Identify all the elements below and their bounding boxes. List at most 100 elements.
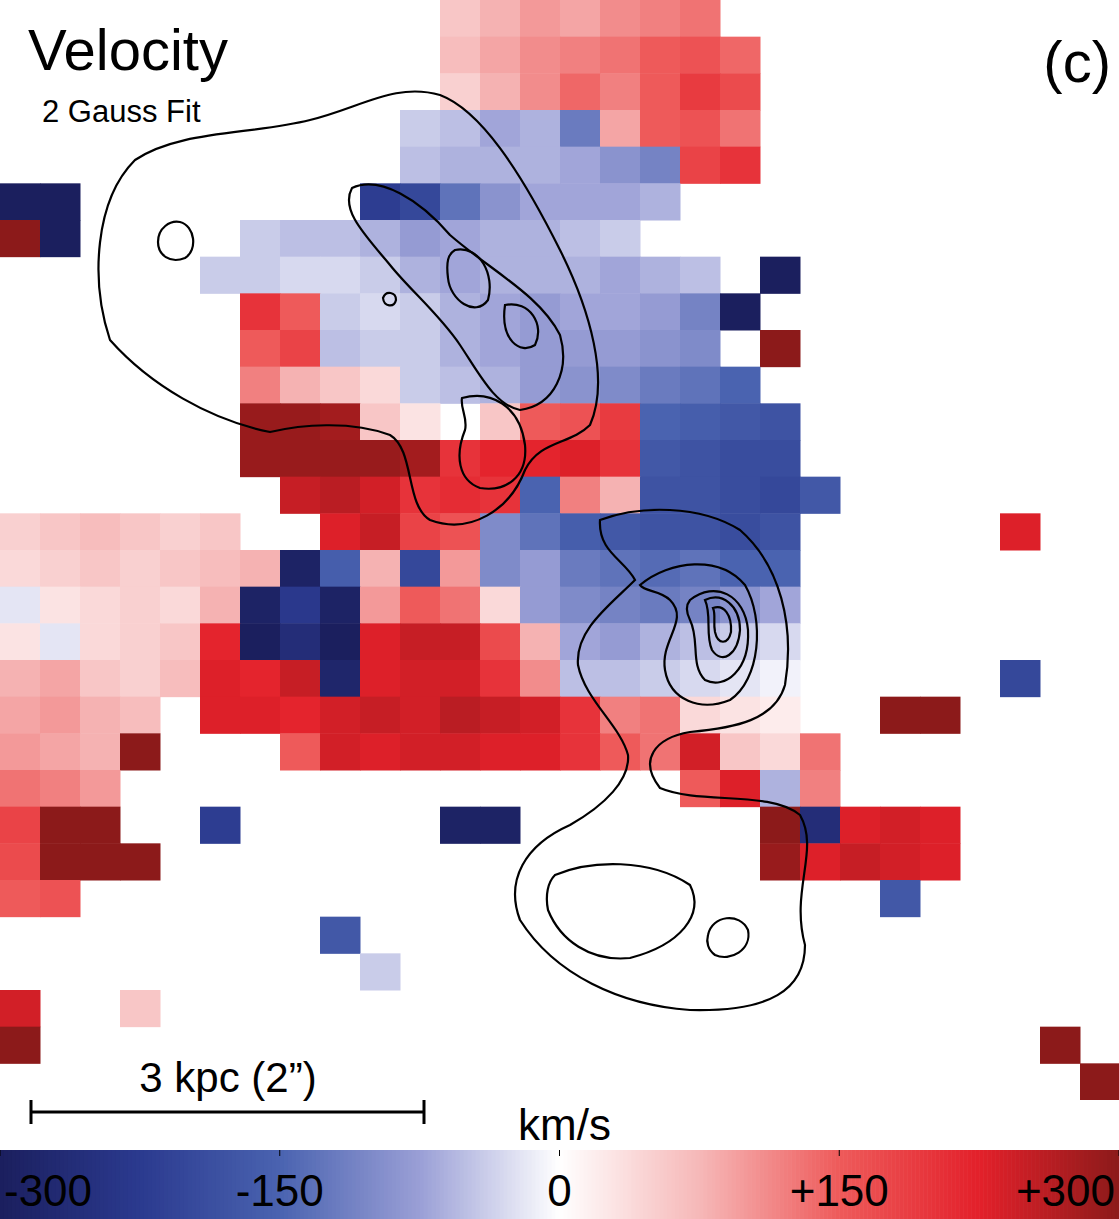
velocity-cell — [320, 257, 361, 294]
colorbar-swatch — [895, 1150, 900, 1219]
velocity-cell — [120, 733, 161, 770]
velocity-cell — [600, 37, 641, 74]
velocity-cell — [440, 37, 481, 74]
velocity-cell — [0, 587, 41, 624]
velocity-cell — [480, 440, 521, 477]
velocity-cell — [760, 330, 801, 367]
velocity-cell — [440, 550, 481, 587]
colorbar-swatch — [931, 1150, 936, 1219]
velocity-cell — [1000, 660, 1041, 697]
velocity-cell — [920, 697, 961, 734]
velocity-cell — [720, 73, 761, 110]
velocity-cell — [480, 660, 521, 697]
velocity-cell — [320, 330, 361, 367]
velocity-cell — [680, 403, 721, 440]
velocity-cell — [400, 733, 441, 770]
velocity-cell — [640, 0, 681, 37]
velocity-cell — [760, 513, 801, 550]
velocity-cell — [440, 73, 481, 110]
velocity-cell — [320, 623, 361, 660]
velocity-cell — [1040, 1027, 1081, 1064]
velocity-cell — [440, 220, 481, 257]
velocity-cell — [760, 440, 801, 477]
colorbar-swatch — [476, 1150, 481, 1219]
colorbar-swatch — [891, 1150, 896, 1219]
velocity-cell — [200, 513, 241, 550]
velocity-cell — [120, 843, 161, 880]
velocity-cell — [600, 660, 641, 697]
velocity-cell — [400, 367, 441, 404]
velocity-cell — [320, 660, 361, 697]
velocity-cell — [0, 990, 41, 1027]
contours — [99, 91, 808, 1010]
velocity-cell — [680, 73, 721, 110]
velocity-cell — [880, 807, 921, 844]
colorbar-swatch — [480, 1150, 485, 1219]
velocity-cell — [640, 403, 681, 440]
colorbar-swatch — [448, 1150, 453, 1219]
colorbar-swatch — [420, 1150, 425, 1219]
colorbar-swatch — [468, 1150, 473, 1219]
velocity-cell — [280, 367, 321, 404]
velocity-cell — [520, 257, 561, 294]
velocity-cell — [760, 257, 801, 294]
velocity-cell — [360, 330, 401, 367]
velocity-cell — [720, 403, 761, 440]
velocity-cell — [720, 147, 761, 184]
velocity-cell — [280, 660, 321, 697]
velocity-cell — [320, 440, 361, 477]
velocity-cell — [520, 37, 561, 74]
colorbar-swatch — [911, 1150, 916, 1219]
colorbar-swatch — [120, 1150, 125, 1219]
colorbar-swatch — [136, 1150, 141, 1219]
colorbar-swatch — [591, 1150, 596, 1219]
velocity-cell — [720, 37, 761, 74]
velocity-cell — [400, 513, 441, 550]
velocity-cell — [440, 330, 481, 367]
velocity-cell — [400, 697, 441, 734]
contour — [99, 91, 598, 524]
colorbar-swatch — [108, 1150, 113, 1219]
velocity-cell — [40, 770, 81, 807]
colorbar-swatch — [228, 1150, 233, 1219]
velocity-cell — [600, 330, 641, 367]
colorbar-swatch — [332, 1150, 337, 1219]
velocity-cell — [280, 330, 321, 367]
velocity-cell — [360, 697, 401, 734]
velocity-cell — [600, 440, 641, 477]
colorbar-swatch — [336, 1150, 341, 1219]
velocity-cell — [280, 550, 321, 587]
velocity-cell — [640, 330, 681, 367]
velocity-cell — [240, 697, 281, 734]
velocity-cell — [680, 477, 721, 514]
velocity-cell — [200, 550, 241, 587]
colorbar-swatch — [783, 1150, 788, 1219]
colorbar-swatch — [164, 1150, 169, 1219]
velocity-cell — [80, 697, 121, 734]
colorbar-swatch — [739, 1150, 744, 1219]
velocity-cell — [200, 587, 241, 624]
velocity-cell — [640, 367, 681, 404]
velocity-cell — [400, 660, 441, 697]
velocity-cell — [840, 843, 881, 880]
colorbar-swatch — [160, 1150, 165, 1219]
colorbar-swatch — [927, 1150, 932, 1219]
velocity-cell — [680, 257, 721, 294]
colorbar-swatch — [500, 1150, 505, 1219]
velocity-cell — [240, 623, 281, 660]
velocity-cell — [40, 513, 81, 550]
colorbar-swatch — [999, 1150, 1004, 1219]
velocity-cell — [600, 147, 641, 184]
velocity-cell — [680, 367, 721, 404]
velocity-cell — [520, 367, 561, 404]
velocity-cell — [480, 0, 521, 37]
velocity-cell — [640, 293, 681, 330]
velocity-cell — [760, 477, 801, 514]
colorbar-swatch — [100, 1150, 105, 1219]
velocity-cell — [680, 770, 721, 807]
velocity-cell — [320, 587, 361, 624]
colorbar-swatch — [496, 1150, 501, 1219]
colorbar-swatch — [975, 1150, 980, 1219]
colorbar-swatch — [112, 1150, 117, 1219]
velocity-cell — [600, 220, 641, 257]
